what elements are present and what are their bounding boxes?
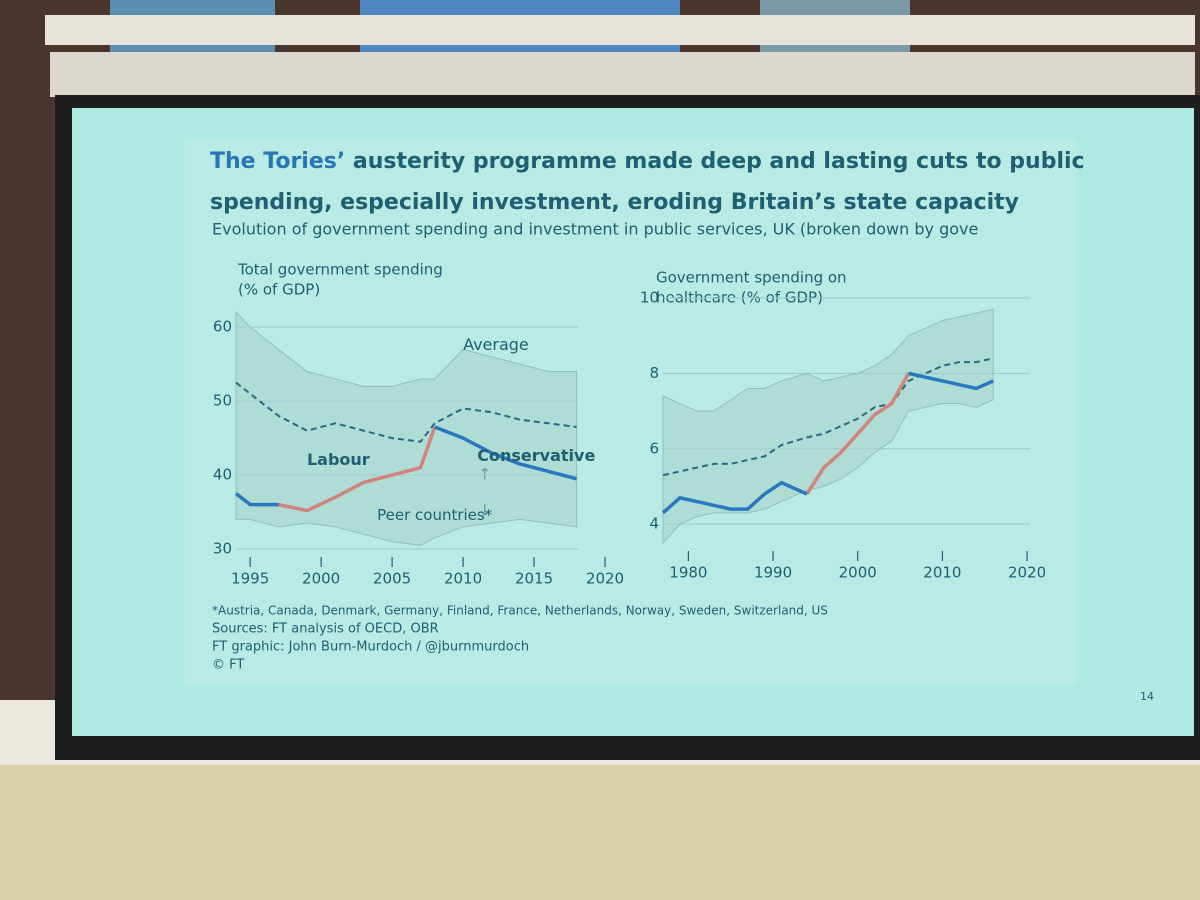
- y-tick-label: 60: [213, 318, 232, 336]
- peer-range: [235, 311, 578, 546]
- x-tick-label: 2010: [444, 570, 482, 588]
- y-tick-label: 6: [649, 439, 659, 457]
- x-tick-label: 2020: [1008, 564, 1046, 582]
- x-tick-label: 2005: [373, 570, 411, 588]
- footnote: Sources: FT analysis of OECD, OBR: [212, 622, 439, 637]
- chart-title: (% of GDP): [238, 281, 320, 299]
- slide-title: The Tories’ austerity programme made dee…: [210, 149, 1085, 174]
- title-line: austerity programme made deep and lastin…: [353, 149, 1085, 174]
- y-tick-label: 30: [213, 540, 232, 558]
- series-line: [805, 372, 911, 495]
- series-label: Average: [463, 335, 529, 354]
- y-tick-label: 8: [649, 364, 659, 382]
- x-tick-label: 2020: [586, 570, 624, 588]
- page-number: 14: [1140, 690, 1154, 703]
- x-tick-label: 2000: [839, 564, 877, 582]
- series-line: [661, 371, 994, 515]
- y-tick-label: 50: [213, 392, 232, 410]
- x-tick-label: 1995: [231, 570, 269, 588]
- x-tick-label: 2010: [923, 564, 961, 582]
- footnote: © FT: [212, 658, 244, 673]
- slide-title: spending, especially investment, eroding…: [210, 190, 1019, 215]
- series-label: Labour: [307, 450, 370, 469]
- x-tick-label: 2015: [515, 570, 553, 588]
- y-tick-label: 4: [649, 515, 659, 533]
- peer-range: [662, 308, 994, 545]
- band-label: Peer countries*: [377, 506, 493, 524]
- x-tick-label: 1990: [754, 564, 792, 582]
- y-tick-label: 40: [213, 466, 232, 484]
- series-label: Conservative: [477, 446, 595, 465]
- chart-title: Government spending on: [656, 269, 847, 287]
- series-line: [662, 357, 994, 477]
- footnote: FT graphic: John Burn-Murdoch / @jburnmu…: [212, 640, 529, 655]
- series-line: [235, 381, 577, 443]
- x-tick-label: 2000: [302, 570, 340, 588]
- slide-subtitle: Evolution of government spending and inv…: [212, 220, 978, 239]
- footnote: *Austria, Canada, Denmark, Germany, Finl…: [212, 604, 828, 618]
- series-line: [278, 426, 437, 513]
- screen-case: [45, 15, 1195, 45]
- curtain: [0, 765, 1200, 900]
- x-tick-label: 1980: [669, 564, 707, 582]
- y-tick-label: 10: [640, 289, 659, 307]
- chart-title: Total government spending: [237, 261, 443, 279]
- series-line: [234, 425, 578, 507]
- title-highlight: The Tories’: [210, 149, 345, 174]
- screen-case: [50, 52, 1195, 97]
